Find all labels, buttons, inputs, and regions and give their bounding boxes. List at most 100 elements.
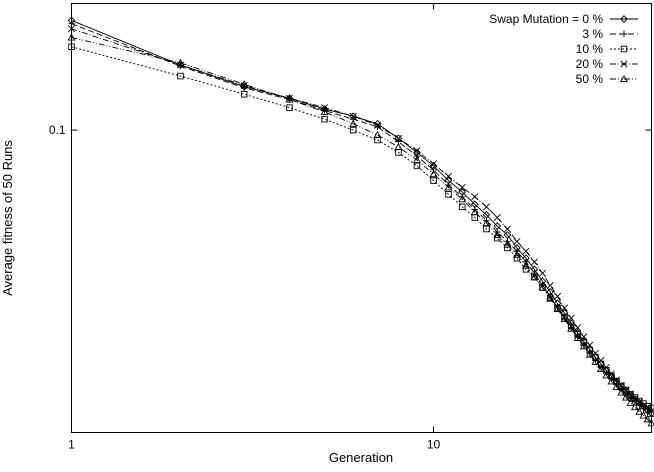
data-point bbox=[560, 315, 569, 323]
y-axis-title: Average fitness of 50 Runs bbox=[0, 140, 15, 296]
x-tick-label: 10 bbox=[427, 438, 441, 452]
series-2 bbox=[68, 20, 654, 420]
data-point bbox=[513, 255, 521, 262]
data-point bbox=[591, 349, 599, 357]
data-point bbox=[574, 324, 582, 332]
series-line bbox=[71, 28, 652, 412]
data-point bbox=[635, 407, 644, 415]
data-point bbox=[394, 142, 403, 150]
data-point bbox=[639, 411, 648, 419]
data-point bbox=[580, 333, 588, 341]
data-point bbox=[635, 398, 643, 406]
data-point bbox=[321, 104, 329, 112]
data-point bbox=[176, 58, 185, 66]
data-point bbox=[458, 195, 467, 203]
data-point bbox=[413, 162, 421, 170]
data-point bbox=[546, 281, 554, 289]
data-point bbox=[513, 237, 521, 245]
data-point bbox=[596, 364, 605, 372]
data-point bbox=[67, 25, 76, 33]
data-point bbox=[445, 191, 452, 198]
series-1 bbox=[67, 16, 654, 418]
plot-frame bbox=[71, 3, 652, 433]
data-point bbox=[639, 401, 647, 409]
data-point bbox=[643, 415, 652, 423]
data-point bbox=[621, 393, 630, 401]
data-point bbox=[349, 119, 358, 127]
data-point bbox=[413, 155, 421, 163]
legend-marker bbox=[620, 74, 628, 83]
series-line bbox=[71, 19, 652, 414]
data-point bbox=[561, 313, 568, 321]
series-layer bbox=[67, 16, 654, 427]
data-point bbox=[394, 134, 402, 142]
series-3 bbox=[68, 43, 654, 412]
data-point bbox=[567, 314, 575, 322]
data-point bbox=[286, 104, 293, 111]
data-point bbox=[579, 342, 588, 350]
data-point bbox=[627, 390, 634, 398]
data-point bbox=[602, 371, 611, 379]
data-point bbox=[573, 333, 582, 341]
legend-marker bbox=[620, 30, 628, 38]
data-point bbox=[482, 203, 490, 211]
data-point bbox=[349, 126, 357, 134]
data-point bbox=[177, 72, 184, 80]
data-point bbox=[597, 356, 605, 365]
data-point bbox=[630, 403, 639, 411]
data-point bbox=[493, 214, 501, 222]
tick-layer: 1 10 0.1 bbox=[49, 3, 652, 452]
data-point bbox=[68, 20, 75, 27]
data-point bbox=[602, 363, 610, 371]
series-5 bbox=[67, 33, 654, 427]
data-point bbox=[585, 350, 594, 358]
data-point bbox=[429, 170, 438, 178]
data-point bbox=[470, 207, 479, 216]
legend-marker bbox=[620, 60, 628, 68]
legend-marker bbox=[620, 45, 628, 53]
data-point bbox=[240, 91, 248, 98]
data-point bbox=[617, 388, 626, 396]
data-point bbox=[458, 203, 466, 211]
data-point bbox=[483, 225, 490, 233]
data-point bbox=[430, 177, 437, 184]
x-axis-title: Generation bbox=[329, 450, 393, 465]
data-point bbox=[444, 183, 453, 191]
data-point bbox=[626, 398, 635, 406]
data-point bbox=[67, 33, 76, 41]
data-point bbox=[647, 419, 654, 427]
data-point bbox=[591, 357, 600, 365]
legend-label: Swap Mutation = 0 % bbox=[489, 12, 603, 26]
data-point bbox=[285, 95, 294, 103]
data-point bbox=[430, 166, 437, 174]
data-point bbox=[240, 80, 249, 88]
data-point bbox=[546, 294, 555, 302]
data-point bbox=[530, 258, 538, 266]
x-tick-label: 1 bbox=[68, 438, 75, 452]
series-4 bbox=[67, 25, 654, 415]
data-point bbox=[522, 247, 530, 255]
data-point bbox=[177, 62, 184, 70]
data-point bbox=[471, 193, 479, 201]
data-point bbox=[622, 386, 630, 394]
data-point bbox=[631, 394, 639, 401]
data-point bbox=[445, 172, 453, 180]
series-line bbox=[71, 37, 652, 424]
legend-label: 50 % bbox=[576, 72, 604, 86]
data-point bbox=[538, 269, 547, 277]
data-point bbox=[321, 115, 328, 123]
data-point bbox=[612, 382, 621, 390]
data-point bbox=[644, 404, 652, 412]
data-point bbox=[482, 219, 491, 227]
data-point bbox=[493, 230, 502, 239]
legend-marker bbox=[620, 15, 628, 23]
legend-label: 3 % bbox=[582, 27, 603, 41]
data-point bbox=[413, 147, 421, 155]
legend-label: 10 % bbox=[576, 42, 604, 56]
data-point bbox=[521, 261, 530, 269]
data-point bbox=[373, 130, 382, 138]
data-point bbox=[522, 266, 530, 273]
data-point bbox=[503, 225, 511, 233]
